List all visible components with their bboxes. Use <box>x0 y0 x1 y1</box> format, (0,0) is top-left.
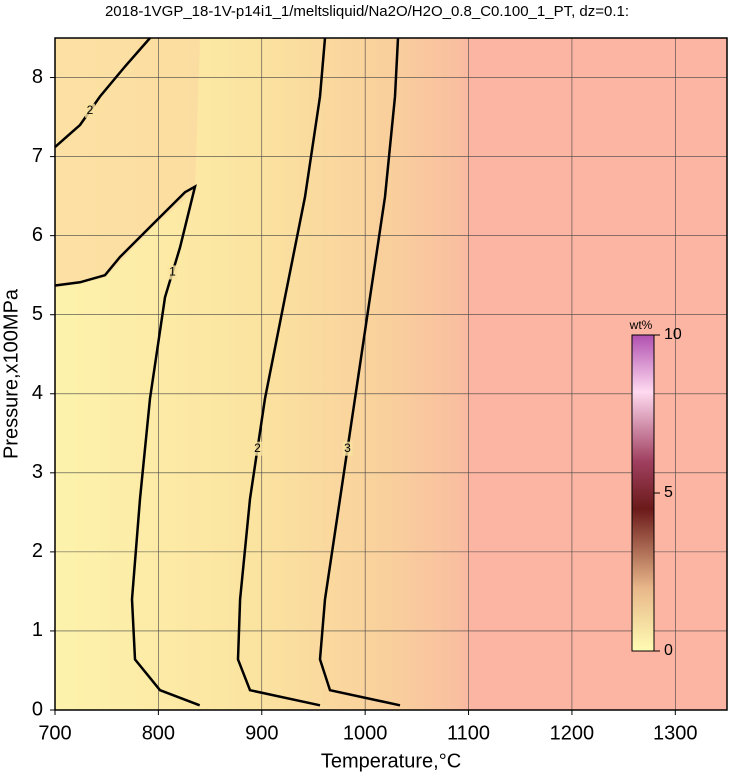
contour-label-bg <box>342 441 353 456</box>
x-tick-label: 800 <box>142 722 175 744</box>
plot-frame <box>54 37 728 711</box>
contour-label-bg <box>84 103 95 118</box>
x-tick-label: 900 <box>245 722 278 744</box>
y-tick-label: 0 <box>32 698 43 720</box>
x-tick-label: 1000 <box>343 722 388 744</box>
x-tick-label: 1300 <box>653 722 698 744</box>
y-tick-label: 7 <box>32 145 43 167</box>
contour-label-bg <box>252 441 263 456</box>
x-tick-label: 1200 <box>550 722 595 744</box>
contour-line <box>54 184 201 707</box>
x-tick-label: 1100 <box>447 722 490 744</box>
contour-line <box>54 37 151 149</box>
y-tick-label: 1 <box>32 619 43 641</box>
contours: 1 2 3 2 <box>54 37 401 707</box>
contour-label: 2 <box>254 441 261 455</box>
y-tick-label: 3 <box>32 461 43 483</box>
y-tick-label: 2 <box>32 540 43 562</box>
shaded-region <box>55 38 200 288</box>
chart-title: 2018-1VGP_18-1V-p14i1_1/meltsliquid/Na2O… <box>105 3 629 20</box>
y-tick-label: 6 <box>32 224 43 246</box>
y-tick-label: 5 <box>32 303 43 325</box>
contour-label: 1 <box>169 265 176 279</box>
x-axis-label: Temperature,°C <box>321 750 461 772</box>
colorbar <box>631 334 655 652</box>
colorbar-label: wt% <box>629 318 653 332</box>
y-tick-label: 4 <box>32 382 43 404</box>
contour-label: 3 <box>344 441 351 455</box>
colorbar-tick-label: 0 <box>664 642 673 659</box>
x-tick-label: 700 <box>38 722 71 744</box>
colorbar-tick-label: 10 <box>664 326 682 343</box>
contour-label-bg <box>167 265 178 280</box>
contour-label: 2 <box>87 103 94 117</box>
y-axis-label: Pressure,x100MPa <box>0 288 22 459</box>
y-tick-label: 8 <box>32 66 43 88</box>
colorbar-tick-label: 5 <box>664 484 673 501</box>
